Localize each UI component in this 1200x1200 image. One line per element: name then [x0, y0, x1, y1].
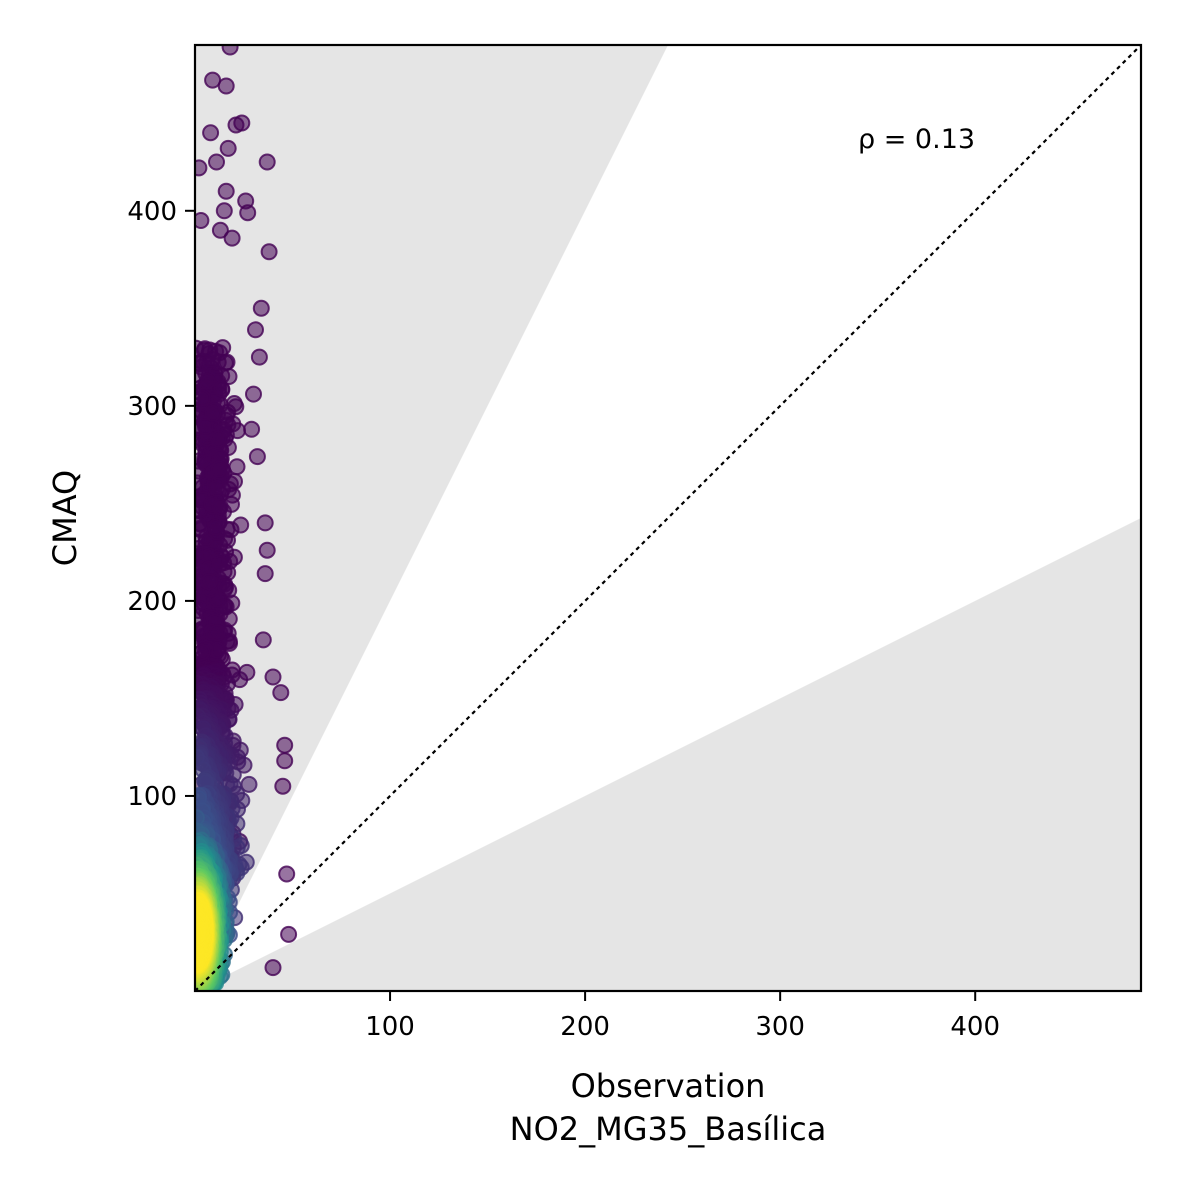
data-point — [195, 159, 208, 177]
y-tick-label: 400 — [127, 197, 177, 227]
x-tick-label: 200 — [560, 1012, 610, 1042]
data-point — [211, 498, 229, 516]
data-point — [209, 430, 227, 448]
data-point — [243, 420, 261, 438]
data-point — [204, 404, 222, 422]
data-point — [200, 573, 218, 591]
y-tick-label: 300 — [127, 392, 177, 422]
data-point — [248, 448, 266, 466]
data-point — [195, 389, 211, 407]
data-point — [258, 541, 276, 559]
data-point — [245, 385, 262, 403]
data-point — [280, 925, 298, 943]
data-point — [197, 418, 214, 435]
data-point — [211, 221, 229, 239]
shaded-region-upper — [195, 45, 668, 991]
plot-frame — [193, 43, 1143, 993]
data-point — [208, 624, 226, 642]
data-point — [239, 204, 257, 222]
y-axis-ticks: 100 200 300 400 — [127, 197, 195, 812]
x-axis-label: Observation — [571, 1067, 766, 1105]
data-point — [228, 458, 246, 476]
data-point — [272, 684, 290, 702]
data-point — [217, 578, 235, 596]
data-point — [219, 403, 237, 421]
y-tick-label: 100 — [127, 782, 177, 812]
data-point — [219, 139, 237, 157]
data-point — [256, 565, 274, 583]
data-point — [215, 202, 233, 220]
data-point — [202, 124, 220, 142]
data-point — [208, 479, 226, 497]
data-point — [264, 668, 282, 686]
x-axis-ticks: 100 200 300 400 — [365, 991, 1000, 1042]
data-point — [213, 380, 231, 398]
data-point — [207, 518, 225, 536]
x-tick-label: 400 — [950, 1012, 1000, 1042]
data-point — [274, 777, 292, 795]
y-tick-label: 200 — [127, 587, 177, 617]
data-point — [195, 643, 211, 661]
annotation-correlation: ρ = 0.13 — [858, 124, 975, 155]
data-point — [276, 736, 294, 754]
data-point — [233, 114, 251, 132]
shaded-region-lower — [195, 518, 1141, 991]
data-point — [223, 229, 241, 247]
data-point — [221, 552, 239, 570]
x-axis-sublabel: NO2_MG35_Basílica — [510, 1110, 827, 1148]
data-point — [198, 372, 216, 390]
scatter-points — [195, 45, 298, 991]
y-axis-label: CMAQ — [46, 470, 84, 566]
x-tick-label: 300 — [755, 1012, 805, 1042]
data-point — [217, 182, 235, 200]
data-point — [208, 153, 225, 171]
data-point — [260, 243, 278, 261]
data-point — [252, 299, 270, 317]
data-point — [195, 923, 206, 941]
data-point — [221, 45, 239, 56]
data-point — [276, 752, 294, 770]
data-point — [195, 212, 210, 229]
data-point — [247, 321, 264, 339]
data-point — [264, 959, 282, 977]
data-point — [217, 77, 235, 95]
data-point — [195, 748, 205, 766]
data-point — [210, 460, 228, 478]
data-point — [203, 350, 221, 368]
data-point — [258, 153, 276, 171]
x-tick-label: 100 — [365, 1012, 415, 1042]
one-to-one-line — [195, 45, 1141, 991]
data-point — [250, 348, 268, 366]
data-point — [278, 865, 296, 883]
data-point — [256, 514, 274, 532]
data-point — [254, 631, 272, 649]
